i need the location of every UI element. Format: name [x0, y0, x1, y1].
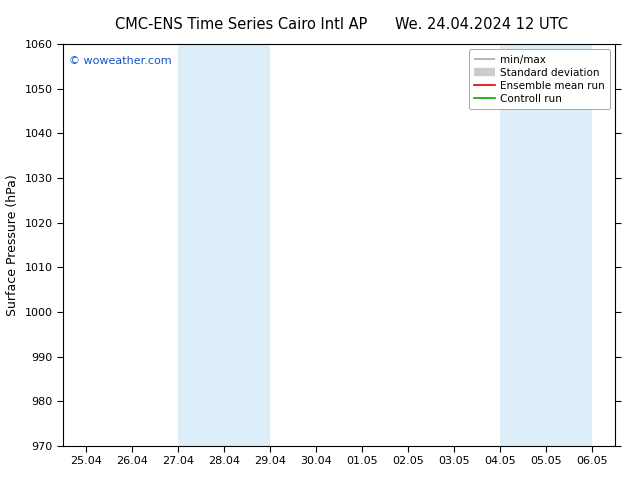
Bar	[178, 44, 270, 446]
Text: © woweather.com: © woweather.com	[69, 56, 172, 66]
Bar	[500, 44, 592, 446]
Legend: min/max, Standard deviation, Ensemble mean run, Controll run: min/max, Standard deviation, Ensemble me…	[469, 49, 610, 109]
Text: We. 24.04.2024 12 UTC: We. 24.04.2024 12 UTC	[396, 17, 568, 32]
Text: CMC-ENS Time Series Cairo Intl AP: CMC-ENS Time Series Cairo Intl AP	[115, 17, 367, 32]
Y-axis label: Surface Pressure (hPa): Surface Pressure (hPa)	[6, 174, 19, 316]
